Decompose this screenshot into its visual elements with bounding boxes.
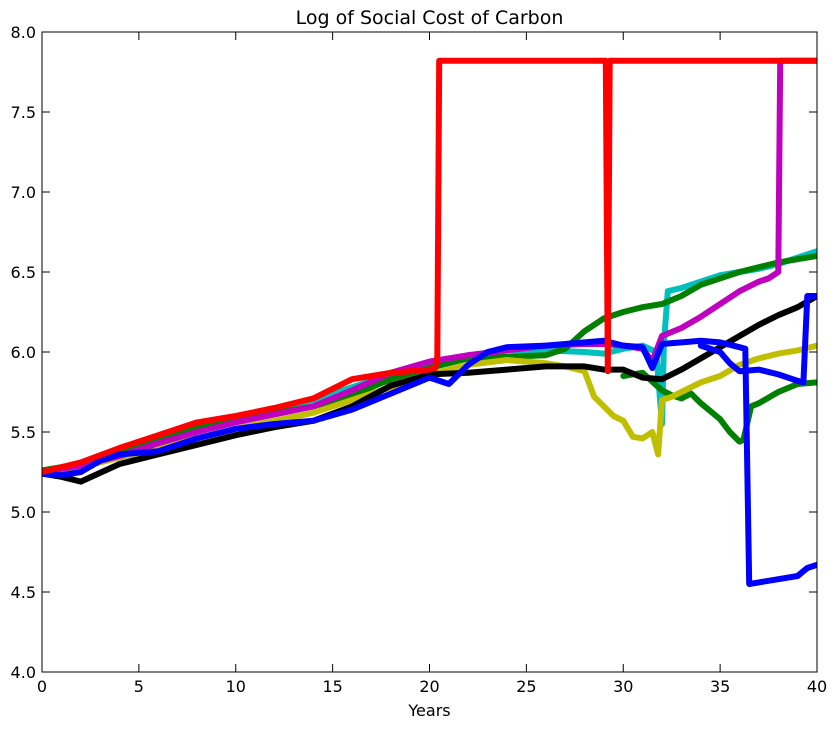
y-tick-label: 6.0 xyxy=(11,343,36,362)
series-line-2 xyxy=(42,253,817,474)
y-tick-label: 4.0 xyxy=(11,663,36,682)
x-tick-label: 5 xyxy=(134,677,144,696)
y-tick-label: 5.5 xyxy=(11,423,36,442)
series-line-9 xyxy=(42,57,817,475)
series-line-3 xyxy=(620,369,817,445)
series-line-8 xyxy=(697,293,817,386)
y-tick-label: 7.0 xyxy=(11,183,36,202)
x-tick-label: 0 xyxy=(37,677,47,696)
ticks-layer: 0 5 10 15 20 25 30 35 40 4.0 4.5 5.0 5.5 6.0 6.5 7.0 7.5… xyxy=(11,23,828,696)
plot-frame xyxy=(41,31,818,673)
series-layer xyxy=(42,57,817,587)
x-tick-label: 10 xyxy=(226,677,246,696)
y-tick-label: 6.5 xyxy=(11,263,36,282)
y-tick-label: 4.5 xyxy=(11,583,36,602)
y-tick-label: 7.5 xyxy=(11,103,36,122)
chart-title: Log of Social Cost of Carbon xyxy=(296,7,564,29)
y-tick-label: 5.0 xyxy=(11,503,36,522)
x-tick-label: 30 xyxy=(613,677,633,696)
x-tick-label: 35 xyxy=(710,677,730,696)
series-line-7 xyxy=(42,337,817,587)
x-axis-label: Years xyxy=(407,701,450,720)
x-tick-label: 20 xyxy=(419,677,439,696)
y-tick-label: 8.0 xyxy=(11,23,36,42)
x-tick-label: 40 xyxy=(807,677,827,696)
x-tick-label: 25 xyxy=(516,677,536,696)
series-line-6 xyxy=(42,57,817,475)
series-line-5 xyxy=(42,293,817,485)
x-tick-label: 15 xyxy=(322,677,342,696)
